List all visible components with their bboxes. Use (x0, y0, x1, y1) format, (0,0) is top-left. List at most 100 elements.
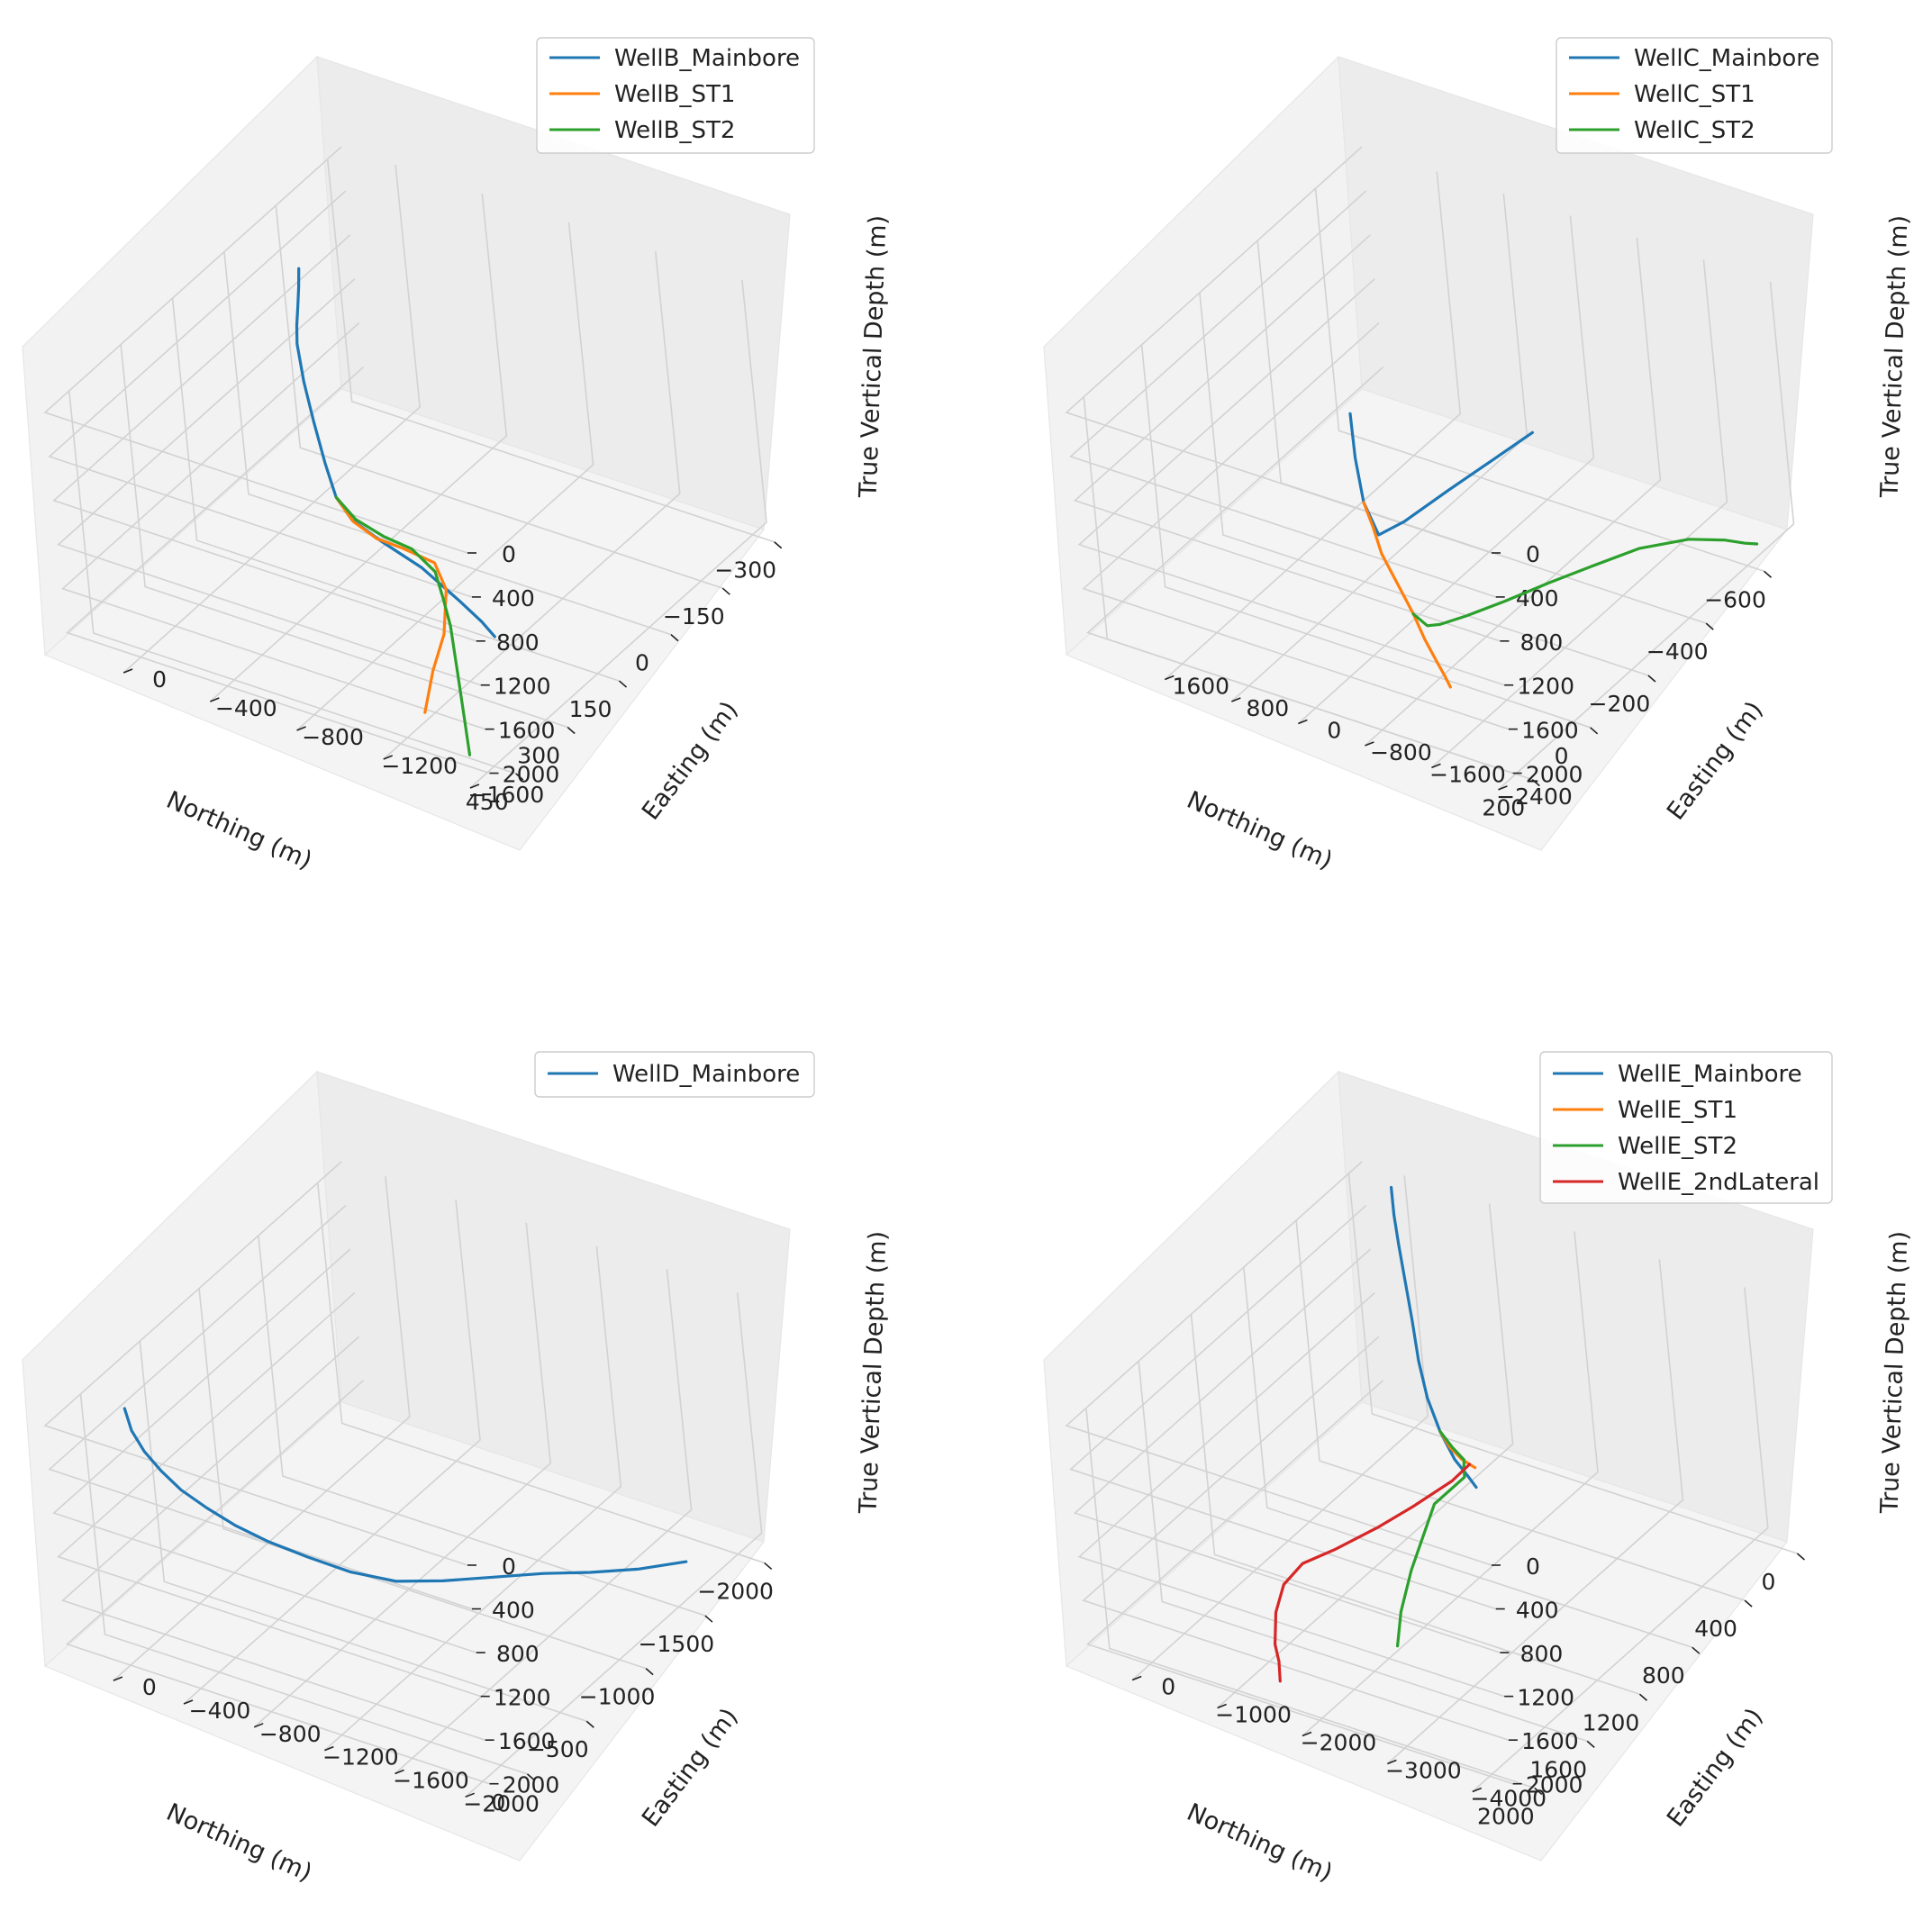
tick-label-tvd: 1600 (498, 1728, 556, 1754)
grid-lines (43, 146, 775, 789)
legend-label-wellb-st1: WellB_ST1 (614, 81, 735, 108)
tick-northing-600 (1764, 570, 1773, 578)
tick-label-northing: −1500 (639, 1631, 715, 1657)
tick-label-northing: −2000 (697, 1578, 774, 1604)
gridline-easting-2000 (465, 1292, 763, 1798)
tick-label-tvd: 1600 (498, 718, 556, 744)
legend-label-welle-st2: WellE_ST2 (1618, 1133, 1737, 1160)
tick-easting-2400 (1498, 785, 1508, 791)
legend: WellC_Mainbore WellC_ST1 WellC_ST2 (1556, 37, 1833, 154)
legend-label-wellc-st1: WellC_ST1 (1634, 81, 1755, 108)
tick-northing-2000 (1534, 1787, 1543, 1796)
tick-label-tvd: 800 (496, 629, 540, 656)
series-line-wellc-mainbore (1348, 412, 1535, 537)
tick-label-easting: 0 (1327, 717, 1341, 743)
gridline-tvd-1200 (1077, 278, 1505, 686)
tick-easting-0 (113, 1676, 123, 1681)
tick-label-northing: 0 (635, 650, 649, 676)
tick-northing-200 (1531, 779, 1540, 787)
legend-label-wellb-mainbore: WellB_Mainbore (614, 45, 800, 72)
gridline-northing-0 (223, 251, 672, 636)
gridline-tvd-800 (1073, 234, 1501, 642)
tick-easting-0 (122, 668, 133, 674)
tick-label-northing: −400 (1646, 639, 1709, 665)
gridline-easting-1600 (1430, 259, 1728, 769)
tick-easting-1200 (324, 1745, 334, 1752)
tick-label-northing: 0 (1555, 743, 1569, 769)
tick-label-tvd: 800 (496, 1641, 540, 1667)
gridline-tvd-0 (1065, 1161, 1492, 1566)
gridline-easting-400 (209, 193, 508, 702)
tick-label-easting: −800 (302, 724, 364, 750)
gridline-tvd-2000 (65, 366, 490, 774)
tick-label-easting: 0 (142, 1674, 157, 1700)
gridline-tvd-1600 (1082, 322, 1510, 730)
legend: WellE_Mainbore WellE_ST1 WellE_ST2 WellE… (1539, 1051, 1833, 1204)
series-line-wellb-st1 (334, 495, 448, 714)
tick-label-northing: 800 (1642, 1662, 1685, 1689)
tick-northing-0 (526, 1773, 536, 1781)
tick-northing-0 (1796, 1553, 1805, 1561)
tick-easting-400 (210, 697, 220, 702)
legend-label-welle-2ndlateral: WellE_2ndLateral (1618, 1169, 1819, 1196)
legend-label-welle-mainbore: WellE_Mainbore (1618, 1061, 1802, 1088)
tick-label-northing: −150 (663, 603, 725, 629)
tick-label-easting: −4000 (1471, 1786, 1547, 1812)
tick-label-tvd: 400 (1516, 585, 1559, 611)
tick-marks (1164, 552, 1773, 791)
legend-label-wellb-st2: WellB_ST2 (614, 117, 735, 144)
tick-northing-2000 (764, 1562, 773, 1571)
gridline-easting-1600 (1164, 171, 1462, 681)
tick-marks (113, 1562, 773, 1798)
gridline-northing-2000 (1085, 1408, 1536, 1789)
tick-northing-1600 (1586, 1740, 1595, 1748)
gridline-northing-150 (171, 298, 620, 682)
gridline-northing-300 (120, 344, 568, 729)
gridline-tvd-0 (1065, 146, 1492, 554)
tick-label-tvd: 1200 (494, 674, 551, 700)
gridline-easting-2000 (1302, 1231, 1599, 1737)
tick-label-easting: −1200 (322, 1744, 399, 1771)
tick-label-tvd: 1600 (1521, 718, 1579, 744)
gridline-tvd-400 (48, 190, 473, 598)
tick-northing-200 (1647, 675, 1656, 683)
tick-easting-0 (1298, 719, 1308, 725)
tick-label-easting: −3000 (1385, 1758, 1462, 1784)
tick-label-tvd: 2000 (1526, 762, 1583, 788)
gridline-easting-800 (253, 1222, 552, 1728)
tick-easting-1600 (395, 1769, 404, 1775)
tick-label-easting: −1600 (393, 1767, 469, 1793)
tick-label-northing: 1200 (1583, 1709, 1640, 1735)
tick-northing-1500 (704, 1615, 713, 1623)
tick-label-easting: −800 (259, 1721, 322, 1747)
tick-label-easting: −400 (215, 695, 277, 721)
grid-lines (43, 1161, 765, 1798)
tick-label-tvd: 2000 (503, 762, 560, 788)
legend-label-wellc-mainbore: WellC_Mainbore (1634, 45, 1819, 72)
tick-label-tvd: 0 (502, 1553, 516, 1580)
gridline-tvd-1200 (57, 1292, 481, 1698)
tick-marks (122, 541, 783, 789)
tick-label-tvd: 0 (1526, 1553, 1540, 1580)
gridline-easting-400 (183, 1199, 481, 1705)
tick-easting-800 (296, 726, 306, 731)
gridline-northing-1600 (1138, 1361, 1588, 1743)
gridline-northing-1500 (258, 1235, 706, 1617)
series-line-welle-mainbore (1389, 1185, 1478, 1490)
series-line-wellb-st2 (334, 495, 472, 756)
tick-label-tvd: 2000 (1526, 1772, 1583, 1798)
tick-easting-400 (183, 1699, 194, 1705)
tick-easting-1000 (1217, 1703, 1227, 1709)
tick-northing-0 (1590, 727, 1599, 735)
tick-label-northing: 300 (517, 743, 560, 769)
tick-label-easting: −1200 (381, 753, 458, 779)
tick-label-tvd: 1200 (1517, 1685, 1574, 1711)
tick-labels: 0−500−1000−1500−20000−400−800−1200−1600−… (142, 1553, 774, 1816)
gridline-tvd-0 (43, 146, 468, 554)
tick-label-northing: 400 (1694, 1616, 1737, 1642)
tick-labels: 2000−200−400−60016008000−800−1600−240004… (1172, 541, 1765, 821)
tick-label-easting: −1000 (1215, 1702, 1292, 1728)
gridline-northing-450 (68, 390, 517, 774)
tick-easting-1200 (383, 755, 394, 760)
gridline-easting-1600 (469, 279, 767, 789)
